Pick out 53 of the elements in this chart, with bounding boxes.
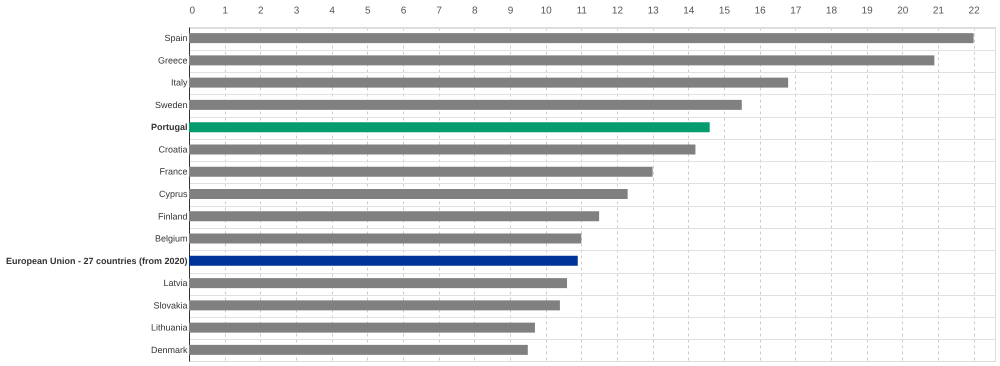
- x-tick-label: 22: [968, 6, 980, 16]
- x-tick-label: 13: [648, 6, 660, 16]
- bar: [189, 166, 653, 177]
- y-tick-label: Latvia: [163, 278, 188, 288]
- bar: [189, 55, 934, 66]
- bar: [189, 256, 578, 266]
- x-tick-label: 5: [365, 6, 372, 16]
- y-tick-label: Spain: [164, 33, 188, 44]
- y-tick-label: Sweden: [154, 100, 188, 110]
- bar: [189, 344, 528, 355]
- y-tick-label: Finland: [158, 211, 188, 222]
- bar: [189, 33, 974, 44]
- x-tick-label: 8: [472, 6, 478, 16]
- x-tick-label: 21: [932, 6, 944, 16]
- bar: [189, 211, 600, 222]
- y-tick-label: Lithuania: [150, 322, 188, 333]
- bar: [189, 234, 582, 244]
- bar: [189, 78, 788, 88]
- x-tick-label: 17: [790, 6, 802, 16]
- x-tick-label: 15: [718, 6, 730, 16]
- y-tick-label: Cyprus: [158, 189, 188, 199]
- y-tick-label: Portugal: [150, 122, 188, 132]
- x-tick-label: 0: [190, 6, 196, 16]
- bar: [189, 189, 628, 199]
- bar: [189, 322, 535, 333]
- bar: [189, 122, 710, 132]
- y-tick-label: European Union - 27 countries (from 2020): [6, 256, 188, 266]
- y-tick-label: Italy: [170, 78, 188, 88]
- y-tick-label: Croatia: [158, 144, 188, 154]
- bar: [189, 300, 560, 310]
- x-tick-label: 7: [436, 6, 442, 16]
- x-tick-label: 9: [508, 6, 514, 16]
- bar: [189, 144, 696, 154]
- y-tick-label: Belgium: [154, 234, 188, 244]
- x-tick-label: 2: [258, 6, 264, 16]
- x-tick-label: 16: [754, 6, 766, 16]
- x-tick-label: 1: [222, 6, 228, 16]
- x-tick-label: 20: [897, 6, 909, 16]
- x-tick-label: 18: [826, 6, 838, 16]
- x-tick-label: 4: [329, 6, 336, 16]
- bar: [189, 100, 742, 110]
- bar: [189, 278, 568, 288]
- y-tick-label: France: [159, 166, 188, 177]
- x-tick-label: 11: [576, 6, 588, 16]
- y-tick-label: Greece: [158, 55, 188, 66]
- x-tick-label: 3: [294, 6, 300, 16]
- x-tick-label: 14: [683, 6, 695, 16]
- x-tick-label: 19: [862, 6, 874, 16]
- x-tick-label: 6: [400, 6, 407, 16]
- y-tick-label: Slovakia: [153, 300, 188, 310]
- x-tick-label: 10: [540, 6, 552, 16]
- y-tick-label: Denmark: [150, 344, 188, 355]
- x-tick-label: 12: [612, 6, 624, 16]
